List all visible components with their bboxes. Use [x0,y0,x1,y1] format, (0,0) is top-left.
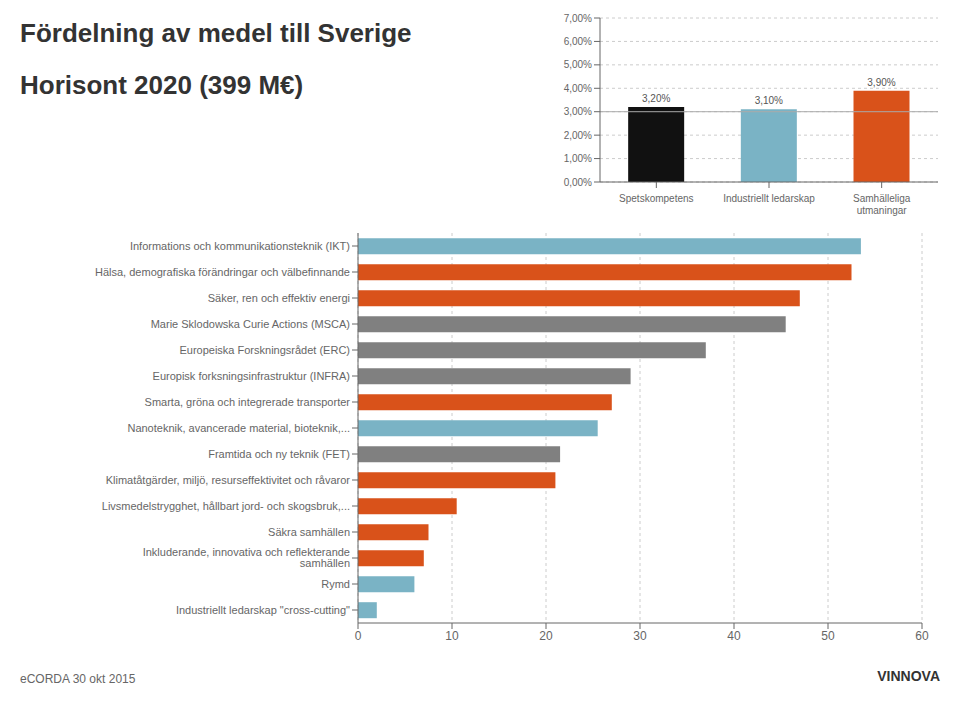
svg-text:Informations och kommunikation: Informations och kommunikationsteknik (I… [130,240,350,252]
svg-text:5,00%: 5,00% [564,59,592,70]
html-text:VINNOVA: VINNOVA [877,668,940,684]
svg-text:40: 40 [727,629,741,643]
svg-text:Europisk forksningsinfrastrukt: Europisk forksningsinfrastruktur (INFRA) [153,370,350,382]
svg-text:Inkluderande, innovativa och r: Inkluderande, innovativa och reflekteran… [143,546,350,569]
svg-text:Säkra samhällen: Säkra samhällen [268,526,350,538]
svg-text:60: 60 [915,629,929,643]
svg-text:Industriellt ledarskap: Industriellt ledarskap [723,193,815,204]
svg-text:1,00%: 1,00% [564,153,592,164]
svg-text:3,00%: 3,00% [564,106,592,117]
svg-text:Industriellt ledarskap "cross-: Industriellt ledarskap "cross-cutting" [176,604,350,616]
svg-text:3,10%: 3,10% [755,95,783,106]
svg-text:Hälsa, demografiska förändring: Hälsa, demografiska förändringar och väl… [95,266,350,278]
svg-text:Livsmedelstrygghet, hållbart j: Livsmedelstrygghet, hållbart jord- och s… [102,500,350,512]
svg-text:0: 0 [355,629,362,643]
svg-text:Säker, ren och effektiv energi: Säker, ren och effektiv energi [208,292,350,304]
svg-text:Europeiska Forskningsrådet (ER: Europeiska Forskningsrådet (ERC) [179,344,350,356]
svg-text:50: 50 [821,629,835,643]
svg-text:Klimatåtgärder, miljö, resurse: Klimatåtgärder, miljö, resurseffektivite… [106,474,351,486]
svg-text:Rymd: Rymd [321,578,350,590]
svg-text:Framtida och ny teknik (FET): Framtida och ny teknik (FET) [208,448,350,460]
svg-text:Smarta, gröna och integrerade: Smarta, gröna och integrerade transporte… [145,396,351,408]
svg-text:4,00%: 4,00% [564,83,592,94]
svg-text:Marie Sklodowska Curie Actions: Marie Sklodowska Curie Actions (MSCA) [151,318,350,330]
html-text:eCORDA 30 okt 2015: eCORDA 30 okt 2015 [20,672,136,686]
svg-text:Spetskompetens: Spetskompetens [619,193,694,204]
svg-text:Nanoteknik, avancerade materia: Nanoteknik, avancerade material, biotekn… [127,422,350,434]
svg-text:20: 20 [539,629,553,643]
svg-text:10: 10 [445,629,459,643]
svg-text:Samhälleligautmaningar: Samhälleligautmaningar [853,193,911,216]
svg-text:3,90%: 3,90% [867,77,895,88]
svg-text:0,00%: 0,00% [564,177,592,188]
html-text:Horisont 2020 (399 M€): Horisont 2020 (399 M€) [20,70,304,100]
svg-text:30: 30 [633,629,647,643]
svg-text:6,00%: 6,00% [564,36,592,47]
svg-text:7,00%: 7,00% [564,13,592,24]
svg-text:2,00%: 2,00% [564,130,592,141]
html-text:Fördelning av medel till Sveri: Fördelning av medel till Sverige [20,18,412,48]
svg-text:3,20%: 3,20% [642,93,670,104]
